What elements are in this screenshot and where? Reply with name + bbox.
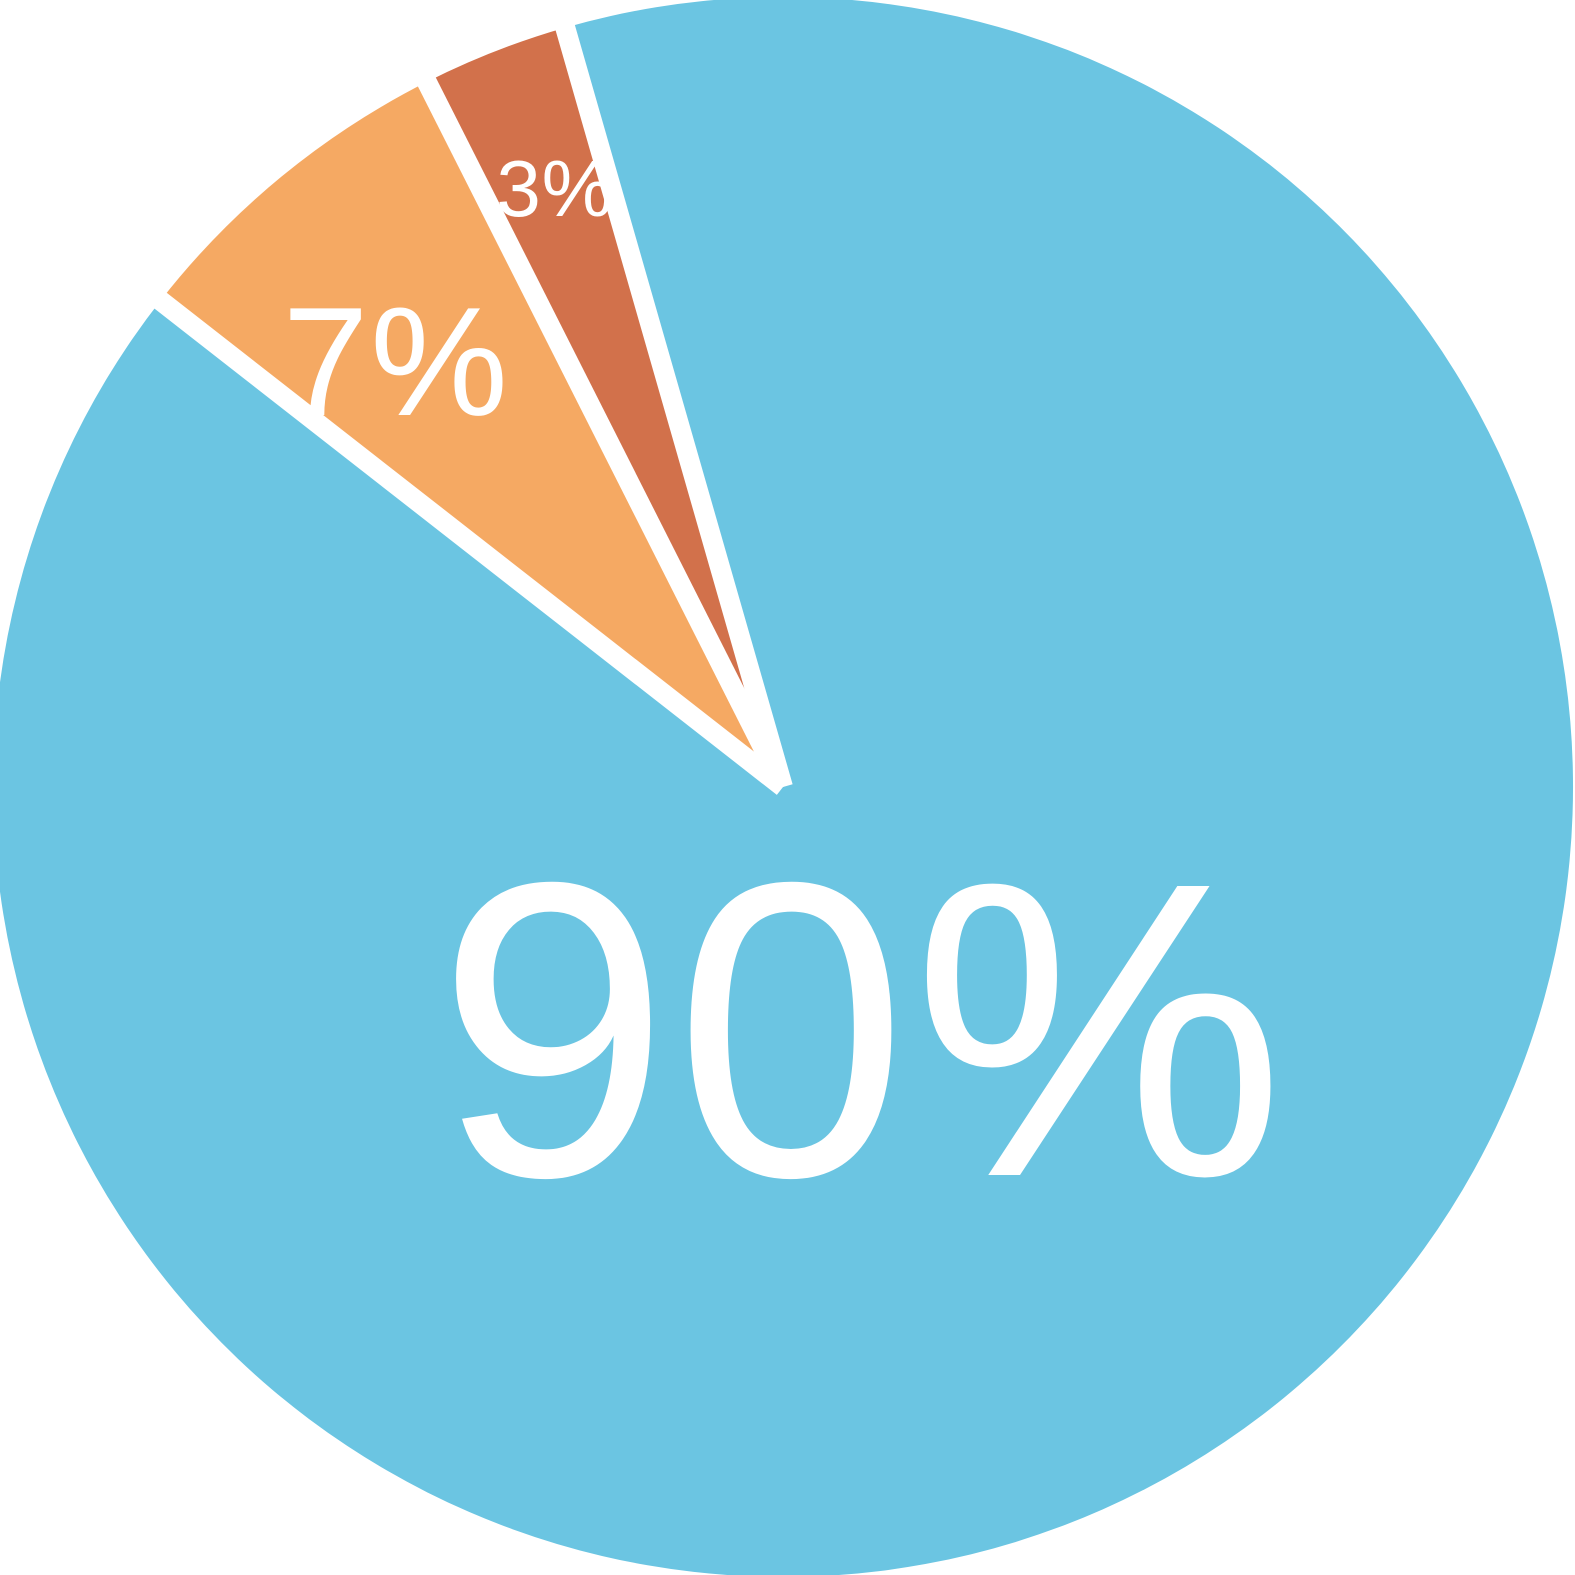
slice-label-3: 3% <box>496 144 613 233</box>
slice-label-7: 7% <box>282 275 509 448</box>
slice-separator-line <box>399 41 792 792</box>
slice-separators <box>122 0 793 795</box>
slice-separator-line <box>122 268 790 795</box>
slice-separator-line <box>546 0 793 790</box>
pie-slice-7 <box>160 81 783 787</box>
slice-label-90: 90% <box>436 796 1289 1265</box>
